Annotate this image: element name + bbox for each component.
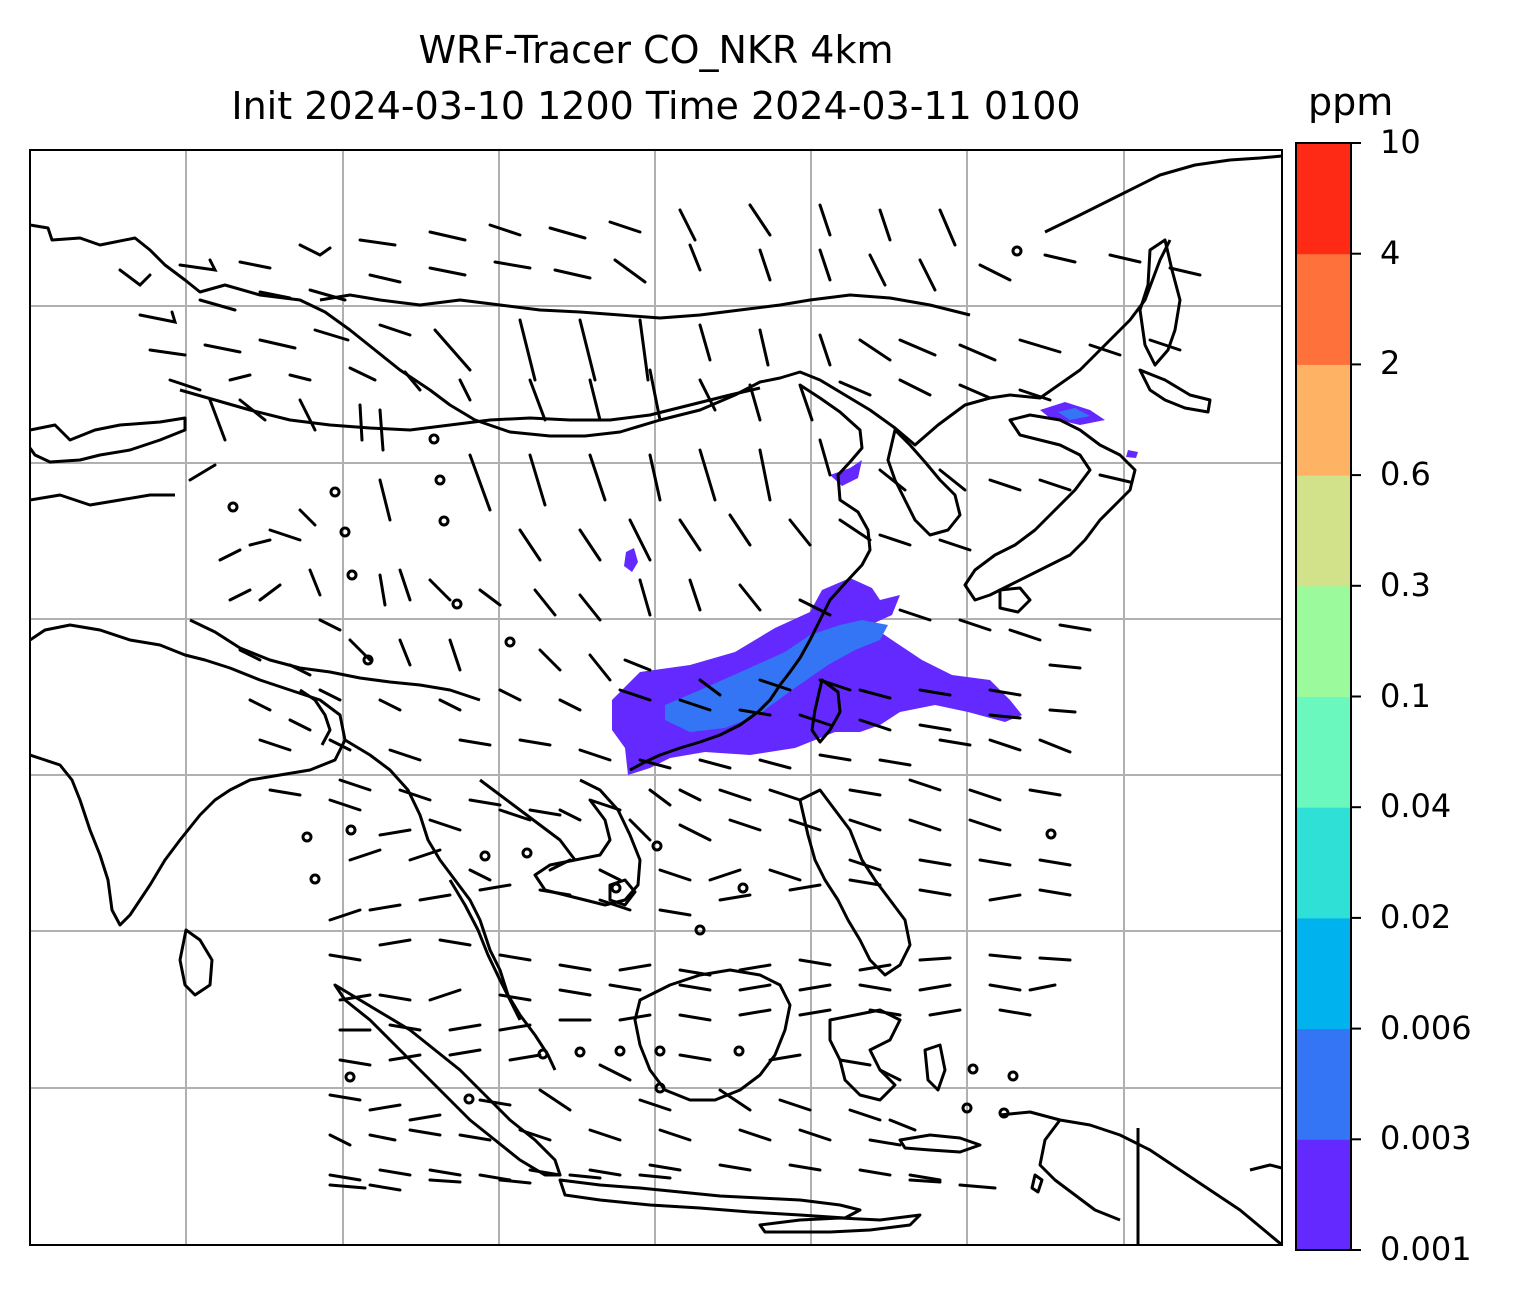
tracer-plume xyxy=(612,402,1138,775)
colorbar-segment xyxy=(1296,917,1351,1030)
colorbar-segment xyxy=(1296,475,1351,587)
coastline-taiwan xyxy=(810,678,842,744)
coastline-korea xyxy=(886,428,962,537)
plume-0.003-core xyxy=(665,620,888,732)
colorbar-segment xyxy=(1296,364,1351,476)
coastline-malay-peninsula xyxy=(448,879,522,1021)
coastline-bangladesh xyxy=(299,688,332,746)
colorbar-segment xyxy=(1296,585,1351,697)
colorbar-tick-label: 10 xyxy=(1380,123,1421,161)
coastline-tibet-border xyxy=(189,618,481,702)
coastline-borneo xyxy=(633,968,792,1102)
coastline-srilanka xyxy=(178,928,214,997)
coastline-caspian xyxy=(30,416,187,464)
colorbar-tick-label: 0.006 xyxy=(1380,1008,1472,1047)
plume-0.001-speck xyxy=(624,548,638,572)
colorbar xyxy=(1295,142,1361,1251)
map-subtitle: Init 2024-03-10 1200 Time 2024-03-11 010… xyxy=(231,84,1081,128)
colorbar-unit-label: ppm xyxy=(1308,80,1394,124)
coastline-maluku xyxy=(923,1043,947,1092)
colorbar-tick-label: 0.1 xyxy=(1380,676,1431,715)
coastline-lesser-sunda xyxy=(758,1213,922,1234)
coastline-indochina-east xyxy=(533,778,642,907)
map-title: WRF-Tracer CO_NKR 4km xyxy=(418,28,894,72)
colorbar-tick-label: 0.02 xyxy=(1380,897,1452,936)
coastline-gulf-thailand xyxy=(479,778,577,861)
coastline-central-asia-border xyxy=(30,493,175,507)
colorbar-segment xyxy=(1296,807,1351,919)
coastline-hainan xyxy=(608,878,637,907)
coastline-java xyxy=(558,1178,862,1220)
coastline-kamchatka xyxy=(1138,238,1182,367)
coastline-philippines xyxy=(798,788,912,977)
coastline-australia-tip xyxy=(1249,1163,1282,1172)
coastline-newguinea xyxy=(999,1110,1282,1245)
map-panel xyxy=(30,150,1282,1245)
coastline-mongolia-border xyxy=(179,386,761,432)
coastline-northeast xyxy=(1044,154,1282,234)
coastline-japan-south xyxy=(998,586,1032,614)
colorbar-tick-label: 0.003 xyxy=(1380,1119,1472,1158)
colorbar-segment xyxy=(1296,696,1351,808)
coastline-newguinea-south xyxy=(1038,1119,1121,1222)
colorbar-tick-label: 2 xyxy=(1380,344,1401,383)
coastline-island-small xyxy=(1030,1173,1044,1194)
wind-barbs xyxy=(118,203,1202,1192)
plume-0.003-north xyxy=(1058,408,1090,420)
coastline-indochina xyxy=(344,738,557,1071)
coastline-siberia-inner xyxy=(319,293,971,320)
coastline-japan-north xyxy=(1138,368,1212,414)
colorbar-segment xyxy=(1296,1139,1351,1251)
map-frame xyxy=(29,149,1283,1246)
coastline-china-east xyxy=(629,383,872,772)
colorbar-tick-label: 0.3 xyxy=(1380,565,1431,604)
colorbar-segment xyxy=(1296,1028,1351,1140)
colorbar-segment xyxy=(1296,143,1351,255)
coastline-asia-north xyxy=(30,223,1172,447)
colorbar-tick-label: 4 xyxy=(1380,233,1401,272)
colorbar-tick-label: 0.04 xyxy=(1380,787,1452,826)
plume-0.001-speck2 xyxy=(1126,450,1138,458)
colorbar-segment xyxy=(1296,253,1351,365)
colorbar-tick-label: 0.6 xyxy=(1380,455,1431,494)
coastline-timor xyxy=(898,1133,982,1154)
colorbar-tick-label: 0.001 xyxy=(1380,1230,1472,1268)
calm-wind-markers xyxy=(227,245,1057,1119)
coastline-india xyxy=(30,623,347,927)
